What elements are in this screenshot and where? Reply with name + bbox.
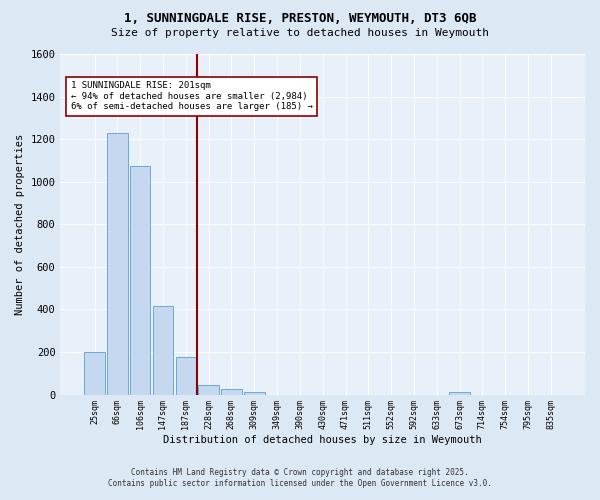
Text: Contains HM Land Registry data © Crown copyright and database right 2025.
Contai: Contains HM Land Registry data © Crown c… bbox=[108, 468, 492, 487]
Bar bbox=[153, 306, 173, 394]
Y-axis label: Number of detached properties: Number of detached properties bbox=[15, 134, 25, 315]
Bar bbox=[199, 385, 219, 394]
Text: 1, SUNNINGDALE RISE, PRESTON, WEYMOUTH, DT3 6QB: 1, SUNNINGDALE RISE, PRESTON, WEYMOUTH, … bbox=[124, 12, 476, 26]
Text: Size of property relative to detached houses in Weymouth: Size of property relative to detached ho… bbox=[111, 28, 489, 38]
Bar bbox=[107, 133, 128, 394]
Bar bbox=[130, 166, 151, 394]
X-axis label: Distribution of detached houses by size in Weymouth: Distribution of detached houses by size … bbox=[163, 435, 482, 445]
Bar bbox=[244, 392, 265, 394]
Bar bbox=[221, 390, 242, 394]
Text: 1 SUNNINGDALE RISE: 201sqm
← 94% of detached houses are smaller (2,984)
6% of se: 1 SUNNINGDALE RISE: 201sqm ← 94% of deta… bbox=[71, 81, 313, 111]
Bar bbox=[84, 352, 105, 395]
Bar bbox=[176, 358, 196, 395]
Bar bbox=[449, 392, 470, 394]
